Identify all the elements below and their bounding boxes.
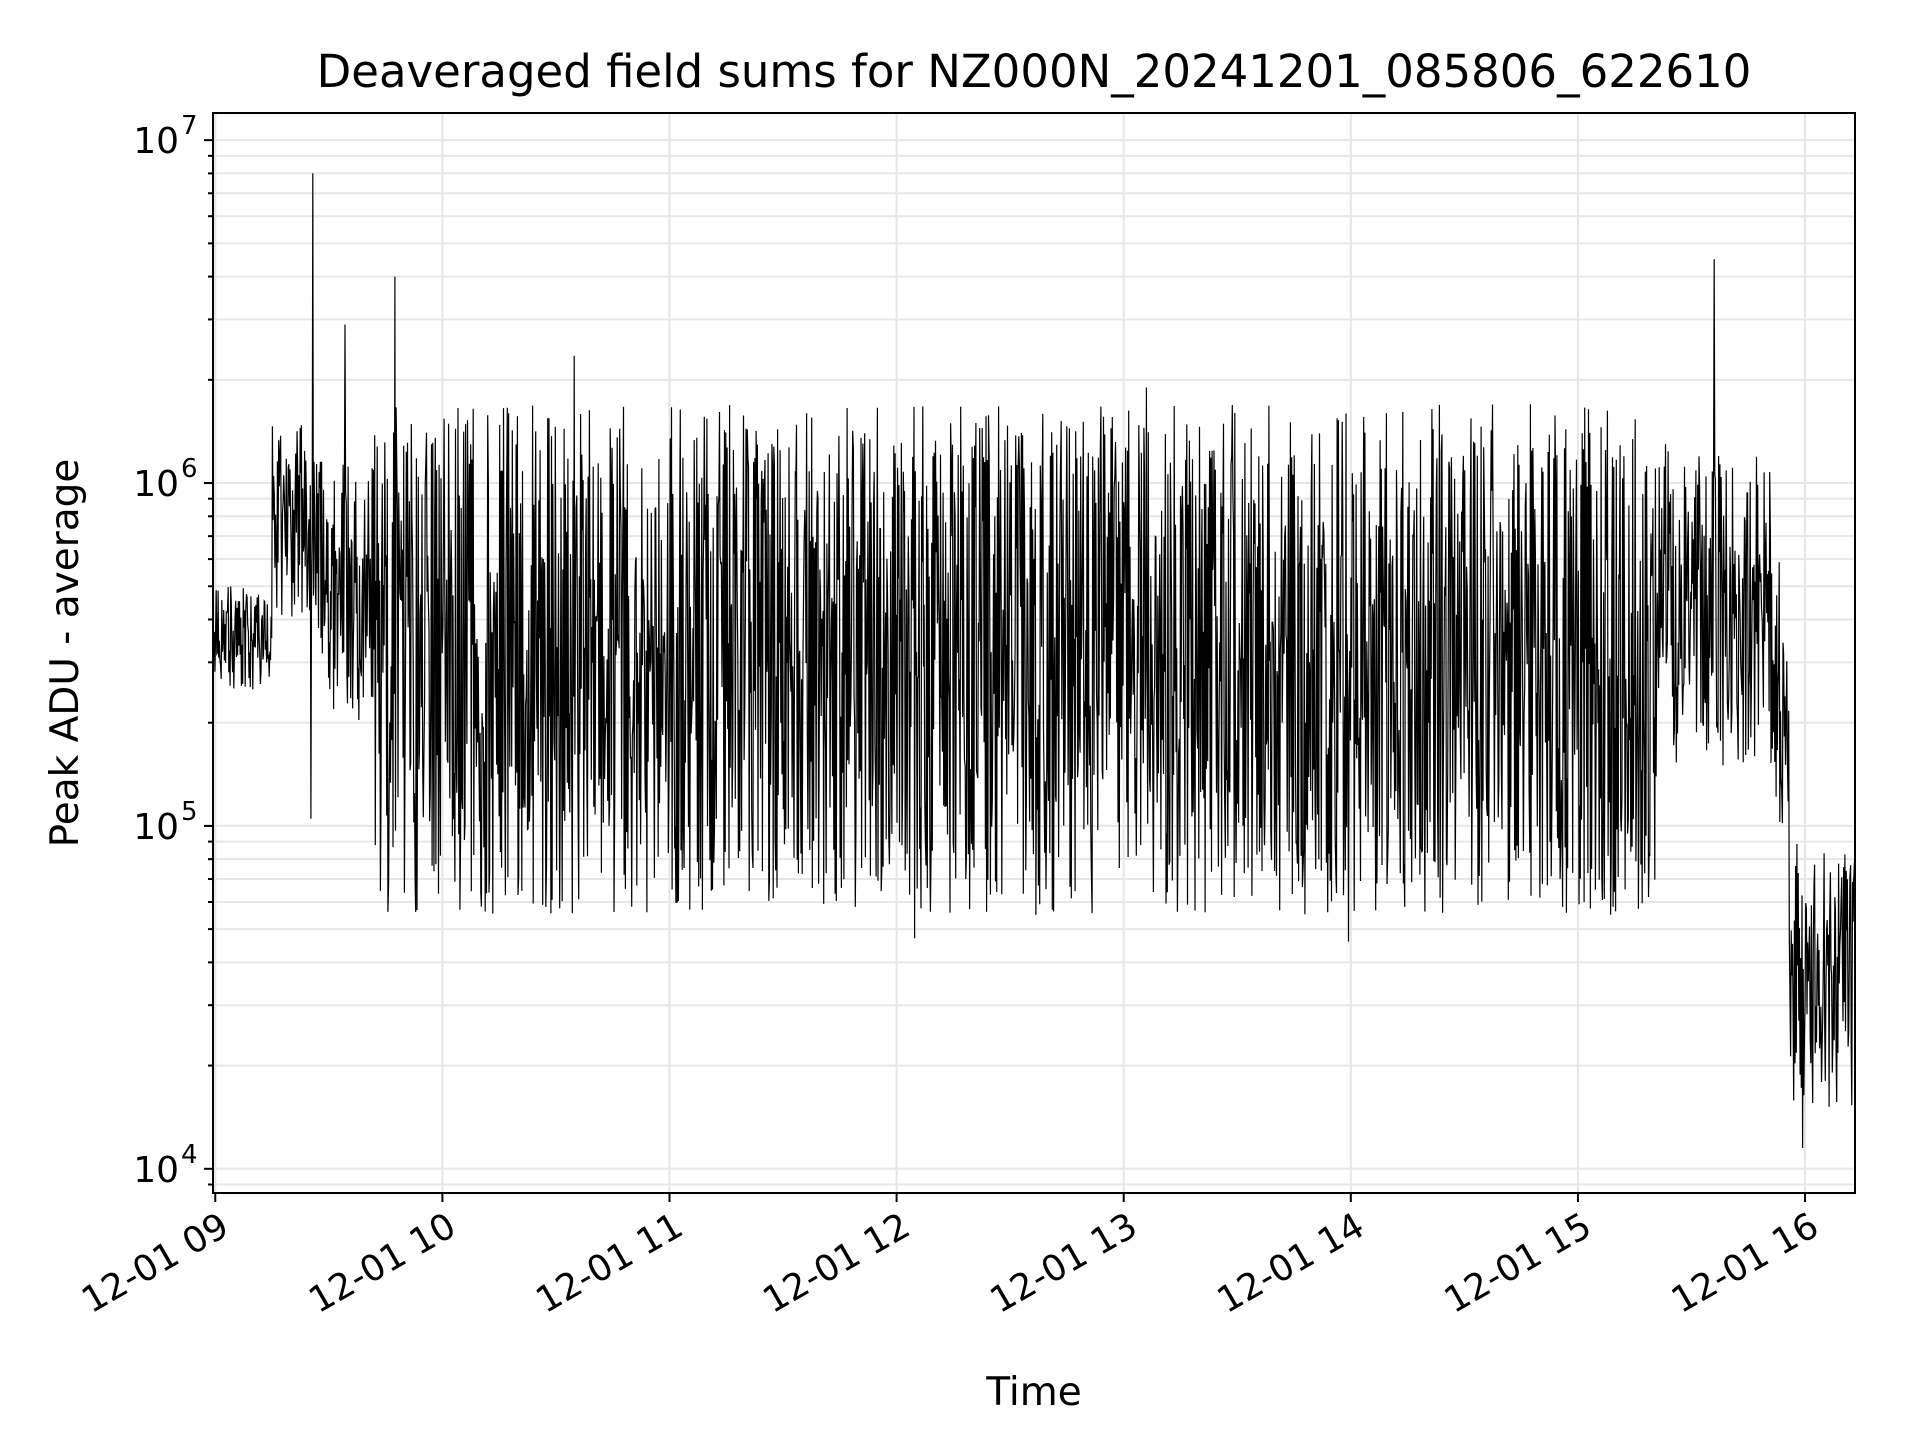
- y-tick-exponent: 7: [181, 111, 198, 141]
- series-line: [212, 173, 1856, 1149]
- y-tick-exponent: 4: [181, 1140, 198, 1170]
- x-tick-label: 12-01 10: [302, 1205, 463, 1321]
- x-tick-label: 12-01 15: [1438, 1205, 1599, 1321]
- x-tick-label: 12-01 13: [984, 1205, 1145, 1321]
- y-tick-exponent: 6: [181, 454, 198, 484]
- x-tick-label: 12-01 12: [756, 1205, 917, 1321]
- chart-title: Deaveraged field sums for NZ000N_2024120…: [317, 45, 1752, 98]
- x-tick-label: 12-01 16: [1665, 1205, 1826, 1321]
- y-tick-label: 10: [133, 807, 179, 848]
- y-tick-exponent: 5: [181, 797, 198, 827]
- x-tick-label: 12-01 09: [75, 1205, 236, 1321]
- y-axis-label: Peak ADU - average: [43, 459, 88, 848]
- x-tick-label: 12-01 11: [529, 1205, 690, 1321]
- plot-frame: [212, 112, 1856, 1194]
- y-tick-label: 10: [133, 464, 179, 505]
- y-tick-label: 10: [133, 1150, 179, 1191]
- x-axis-label: Time: [985, 1370, 1081, 1415]
- x-tick-label: 12-01 14: [1211, 1205, 1372, 1321]
- y-tick-label: 10: [133, 121, 179, 162]
- series-layer: [212, 173, 1856, 1149]
